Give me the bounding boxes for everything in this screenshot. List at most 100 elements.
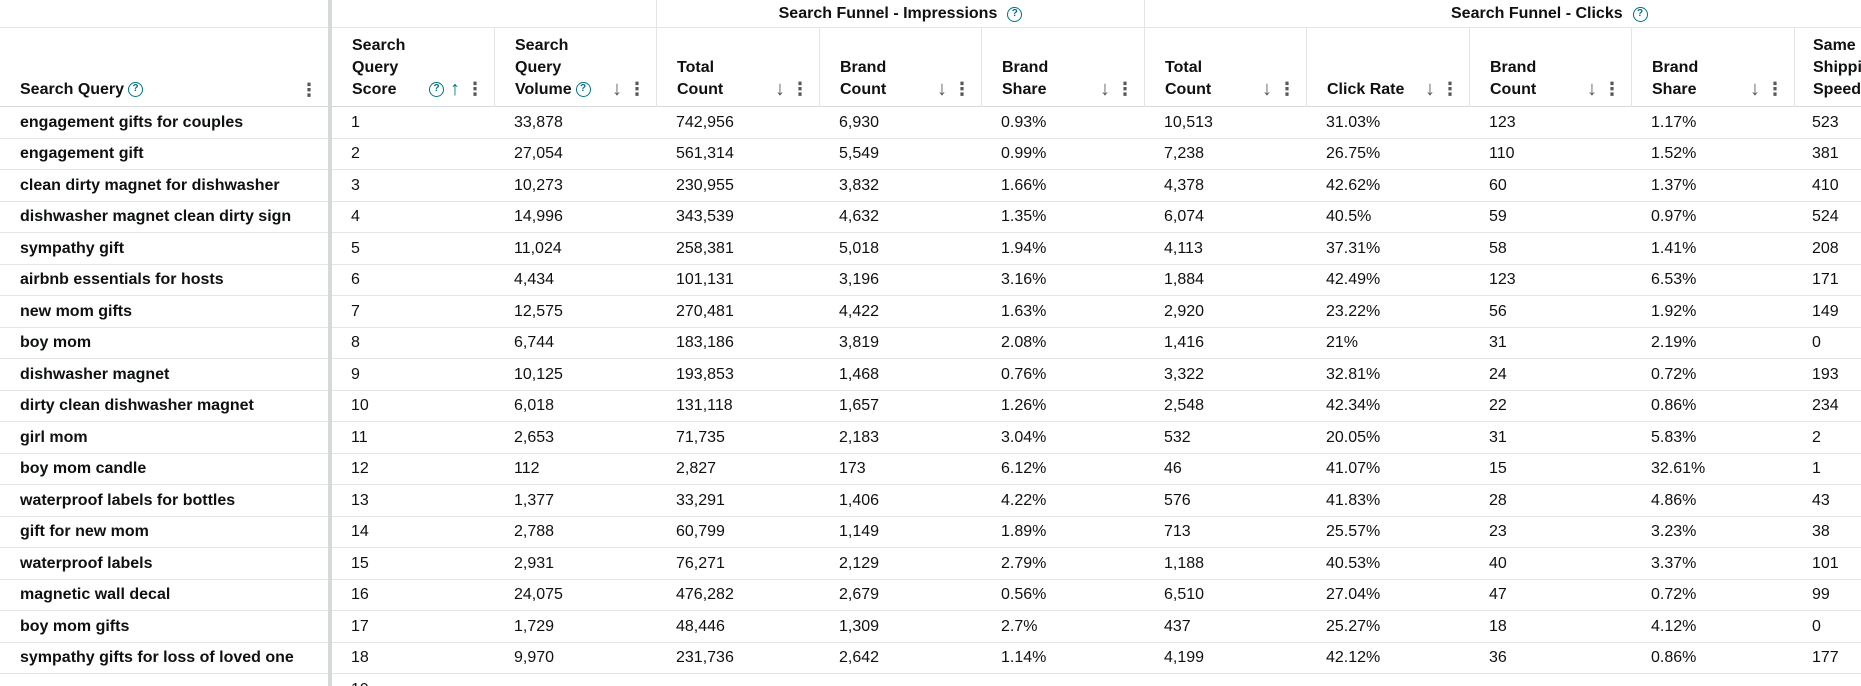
header-line: Count — [840, 81, 887, 98]
help-icon[interactable]: ? — [575, 82, 591, 98]
cell-search-query[interactable]: airbnb essentials for hosts — [20, 271, 224, 289]
cell-query-score: 18 — [351, 649, 369, 667]
cell-search-query[interactable]: sympathy gifts for loss of loved one — [20, 649, 294, 667]
column-menu-icon[interactable]: ⋮ — [300, 80, 318, 100]
sort-descending-icon[interactable]: ↓ — [1750, 78, 1760, 100]
column-header-clicks-brand-count[interactable]: Brand Count ↓ ⋮ — [1469, 28, 1631, 107]
table-row[interactable]: waterproof labels for bottles 13 1,377 33,2… — [0, 485, 1861, 517]
cell-search-query[interactable]: gift for new mom — [20, 523, 149, 541]
frozen-column-divider[interactable] — [328, 0, 332, 686]
cell-search-query[interactable]: engagement gifts for couples — [20, 113, 244, 131]
table-row[interactable]: sympathy gifts for loss of loved one 18 9,… — [0, 643, 1861, 674]
cell-clicks-total: 1,884 — [1164, 271, 1205, 289]
column-header-impressions-total-count[interactable]: Total Count ↓ ⋮ — [656, 28, 819, 107]
cell-query-score: 7 — [351, 302, 360, 320]
cell-impressions-brand-count: 5,018 — [839, 239, 880, 257]
table-row[interactable]: 19 — [0, 674, 1861, 686]
column-menu-icon[interactable]: ⋮ — [1278, 79, 1296, 99]
column-header-clicks-brand-share[interactable]: Brand Share ↓ ⋮ — [1631, 28, 1794, 107]
column-menu-icon[interactable]: ⋮ — [1766, 79, 1784, 99]
cell-clicks-total: 3,322 — [1164, 365, 1205, 383]
table-row[interactable]: clean dirty magnet for dishwasher 3 10,273… — [0, 170, 1861, 202]
sort-ascending-icon[interactable]: ↑ — [450, 78, 460, 100]
header-line: Count — [677, 81, 724, 98]
help-icon[interactable]: ? — [429, 81, 444, 97]
sort-descending-icon[interactable]: ↓ — [1100, 78, 1110, 100]
table-row[interactable]: dishwasher magnet 9 10,125 193,853 1,468 0.76… — [0, 359, 1861, 391]
cell-impressions-brand-share: 1.26% — [1001, 397, 1047, 415]
cell-impressions-brand-share: 0.99% — [1001, 145, 1047, 163]
cell-clicks-brand-count: 59 — [1489, 208, 1507, 226]
column-menu-icon[interactable]: ⋮ — [1441, 79, 1459, 99]
column-menu-icon[interactable]: ⋮ — [953, 79, 971, 99]
cell-search-query[interactable]: waterproof labels — [20, 554, 153, 572]
table-row[interactable]: engagement gifts for couples 1 33,878 742,9… — [0, 107, 1861, 139]
column-header-label: Brand Share — [1652, 57, 1698, 101]
cell-click-rate: 25.57% — [1326, 523, 1381, 541]
column-header-search-query[interactable]: Search Query? ⋮ — [0, 28, 328, 107]
column-menu-icon[interactable]: ⋮ — [628, 79, 646, 99]
cell-impressions-brand-share: 2.08% — [1001, 334, 1047, 352]
sort-descending-icon[interactable]: ↓ — [1262, 78, 1272, 100]
header-line: Total — [677, 59, 715, 76]
column-header-click-rate[interactable]: Click Rate ↓ ⋮ — [1306, 28, 1469, 107]
table-row[interactable]: sympathy gift 5 11,024 258,381 5,018 1.94% 4,1… — [0, 233, 1861, 265]
cell-clicks-brand-share: 3.37% — [1651, 554, 1697, 572]
column-menu-icon[interactable]: ⋮ — [1603, 79, 1621, 99]
cell-search-query[interactable] — [0, 674, 328, 686]
table-row[interactable]: new mom gifts 7 12,575 270,481 4,422 1.63% 2,9… — [0, 296, 1861, 328]
header-line: Brand — [840, 59, 887, 76]
cell-query-volume: 27,054 — [514, 145, 563, 163]
cell-search-query[interactable]: girl mom — [20, 428, 88, 446]
help-icon[interactable]: ? — [128, 82, 144, 98]
sort-descending-icon[interactable]: ↓ — [612, 78, 622, 100]
table-row[interactable]: airbnb essentials for hosts 6 4,434 101,131… — [0, 265, 1861, 296]
cell-search-query[interactable]: dishwasher magnet clean dirty sign — [20, 208, 292, 226]
column-header-label: Brand Share — [1002, 57, 1048, 101]
cell-search-query[interactable]: boy mom gifts — [20, 617, 130, 635]
column-header-same-shipping-speed[interactable]: Same Shippi Speed — [1794, 28, 1861, 107]
cell-search-query[interactable]: clean dirty magnet for dishwasher — [20, 176, 280, 194]
table-row[interactable]: waterproof labels 15 2,931 76,271 2,129 2.79%… — [0, 548, 1861, 580]
column-header-label: Click Rate — [1327, 79, 1404, 101]
cell-search-query[interactable]: engagement gift — [20, 145, 144, 163]
column-header-impressions-brand-count[interactable]: Brand Count ↓ ⋮ — [819, 28, 981, 107]
help-icon[interactable]: ? — [1007, 6, 1023, 22]
column-header-clicks-total-count[interactable]: Total Count ↓ ⋮ — [1144, 28, 1306, 107]
table-row[interactable]: boy mom candle 12 112 2,827 173 6.12% 46 41.07%… — [0, 454, 1861, 485]
table-row[interactable]: boy mom 8 6,744 183,186 3,819 2.08% 1,416 21% 31… — [0, 328, 1861, 359]
cell-impressions-brand-share: 2.7% — [1001, 617, 1038, 635]
help-icon[interactable]: ? — [1632, 6, 1648, 22]
cell-search-query[interactable]: boy mom candle — [20, 460, 147, 478]
column-menu-icon[interactable]: ⋮ — [466, 79, 484, 99]
cell-click-rate: 32.81% — [1326, 365, 1381, 383]
cell-search-query[interactable]: new mom gifts — [20, 302, 133, 320]
table-row[interactable]: gift for new mom 14 2,788 60,799 1,149 1.89% 7… — [0, 517, 1861, 548]
column-menu-icon[interactable]: ⋮ — [791, 79, 809, 99]
column-header-search-query-score[interactable]: Search Query Score ? ↑ ⋮ — [331, 28, 494, 107]
table-row[interactable]: boy mom gifts 17 1,729 48,446 1,309 2.7% 437 25… — [0, 611, 1861, 643]
cell-query-volume: 2,653 — [514, 428, 555, 446]
column-header-search-query-volume[interactable]: Search Query Volume? ↓ ⋮ — [494, 28, 656, 107]
column-header-impressions-brand-share[interactable]: Brand Share ↓ ⋮ — [981, 28, 1144, 107]
column-menu-icon[interactable]: ⋮ — [1116, 79, 1134, 99]
cell-search-query[interactable]: magnetic wall decal — [20, 586, 171, 604]
sort-descending-icon[interactable]: ↓ — [937, 78, 947, 100]
table-row[interactable]: dishwasher magnet clean dirty sign 4 14,99… — [0, 202, 1861, 233]
table-row[interactable]: girl mom 11 2,653 71,735 2,183 3.04% 532 20.05%… — [0, 422, 1861, 454]
cell-click-rate: 25.27% — [1326, 617, 1381, 635]
cell-search-query[interactable]: boy mom — [20, 334, 92, 352]
table-row[interactable]: dirty clean dishwasher magnet 10 6,018 131,… — [0, 391, 1861, 422]
cell-search-query[interactable]: sympathy gift — [20, 239, 125, 257]
cell-search-query[interactable]: waterproof labels for bottles — [20, 491, 236, 509]
cell-search-query[interactable]: dirty clean dishwasher magnet — [20, 397, 254, 415]
table-row[interactable]: magnetic wall decal 16 24,075 476,282 2,679 0… — [0, 580, 1861, 611]
cell-impressions-brand-count — [819, 674, 981, 686]
sort-descending-icon[interactable]: ↓ — [775, 78, 785, 100]
cell-click-rate: 37.31% — [1326, 239, 1381, 257]
sort-descending-icon[interactable]: ↓ — [1425, 78, 1435, 100]
column-header-label: Same Shippi Speed — [1813, 35, 1861, 101]
sort-descending-icon[interactable]: ↓ — [1587, 78, 1597, 100]
table-row[interactable]: engagement gift 2 27,054 561,314 5,549 0.99% 7… — [0, 139, 1861, 170]
cell-search-query[interactable]: dishwasher magnet — [20, 365, 170, 383]
